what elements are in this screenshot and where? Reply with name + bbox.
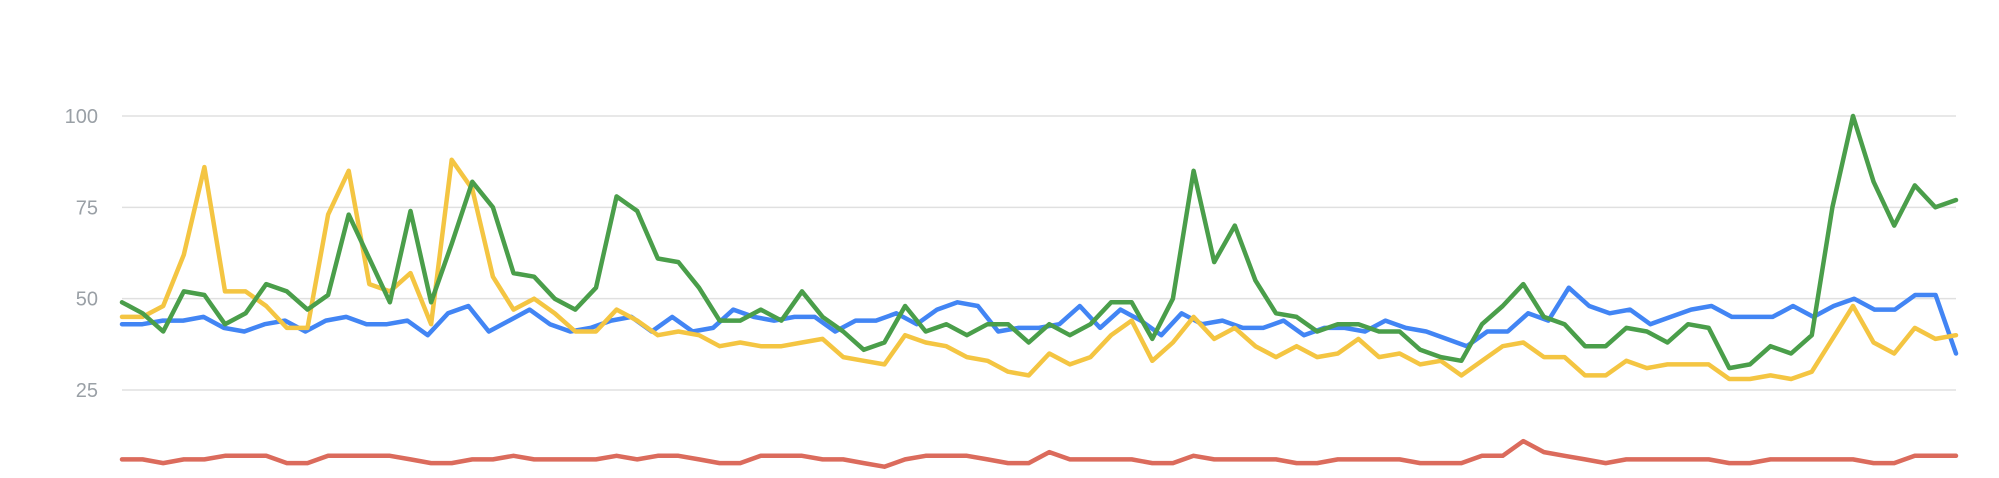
series-line-yellow [119, 157, 1959, 382]
series-line-red [119, 438, 1959, 469]
series-line-blue [119, 285, 1959, 356]
y-tick-label-25: 25 [76, 380, 98, 402]
gridlines [122, 115, 1956, 391]
y-axis-tick-labels: 25 50 75 100 [65, 106, 98, 402]
series-lines [119, 113, 1959, 469]
y-tick-label-75: 75 [76, 197, 98, 219]
y-tick-label-50: 50 [76, 289, 98, 311]
series-line-green [119, 113, 1959, 371]
y-tick-label-100: 100 [65, 106, 98, 128]
